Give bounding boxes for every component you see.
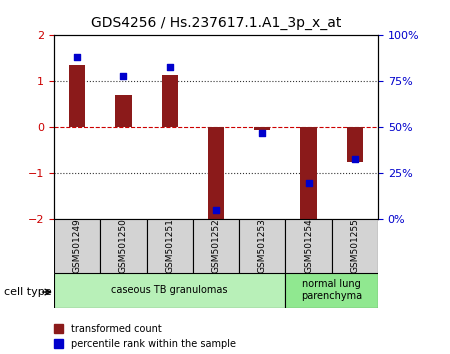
Bar <box>254 127 270 130</box>
Point <box>73 55 81 60</box>
Title: GDS4256 / Hs.237617.1.A1_3p_x_at: GDS4256 / Hs.237617.1.A1_3p_x_at <box>91 16 341 30</box>
Point <box>259 130 266 136</box>
FancyBboxPatch shape <box>285 273 378 308</box>
Point <box>212 207 220 213</box>
Point <box>166 64 173 69</box>
Point <box>351 156 359 161</box>
Bar <box>162 75 178 127</box>
Text: cell type: cell type <box>4 287 52 297</box>
Bar <box>301 127 317 229</box>
Point <box>120 73 127 79</box>
FancyBboxPatch shape <box>100 219 147 273</box>
Bar <box>69 65 85 127</box>
Text: GSM501249: GSM501249 <box>72 219 81 273</box>
FancyBboxPatch shape <box>54 273 285 308</box>
Text: GSM501250: GSM501250 <box>119 218 128 274</box>
Point <box>305 180 312 185</box>
Text: GSM501254: GSM501254 <box>304 219 313 273</box>
Bar <box>208 127 224 222</box>
FancyBboxPatch shape <box>332 219 378 273</box>
FancyBboxPatch shape <box>193 219 239 273</box>
Text: GSM501251: GSM501251 <box>165 218 174 274</box>
Text: GSM501253: GSM501253 <box>258 218 267 274</box>
Bar <box>347 127 363 162</box>
Text: GSM501252: GSM501252 <box>212 219 220 273</box>
FancyBboxPatch shape <box>285 219 332 273</box>
Text: normal lung
parenchyma: normal lung parenchyma <box>301 279 362 301</box>
Bar <box>115 95 131 127</box>
Text: caseous TB granulomas: caseous TB granulomas <box>112 285 228 295</box>
FancyBboxPatch shape <box>239 219 285 273</box>
Legend: transformed count, percentile rank within the sample: transformed count, percentile rank withi… <box>50 320 240 353</box>
FancyBboxPatch shape <box>147 219 193 273</box>
Text: GSM501255: GSM501255 <box>351 218 360 274</box>
FancyBboxPatch shape <box>54 219 100 273</box>
